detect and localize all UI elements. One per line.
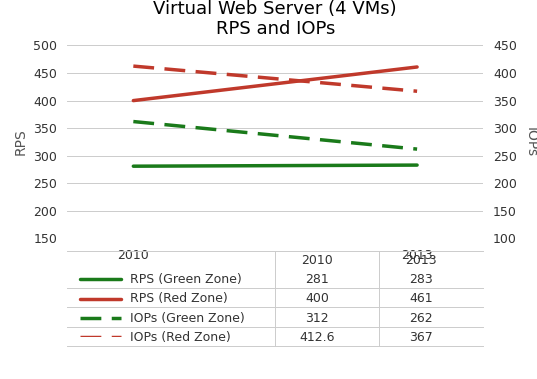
Text: IOPs (Red Zone): IOPs (Red Zone) — [129, 331, 230, 344]
Text: RPS (Green Zone): RPS (Green Zone) — [129, 273, 241, 286]
Text: IOPs (Green Zone): IOPs (Green Zone) — [129, 312, 244, 324]
Text: 2010: 2010 — [301, 254, 333, 267]
Text: 412.6: 412.6 — [299, 331, 335, 344]
Text: 461: 461 — [409, 292, 433, 305]
Y-axis label: RPS: RPS — [14, 128, 28, 155]
Text: 281: 281 — [305, 273, 329, 286]
Text: 283: 283 — [409, 273, 433, 286]
Text: 262: 262 — [409, 312, 433, 324]
Y-axis label: IOPs: IOPs — [524, 127, 537, 157]
Text: 2013: 2013 — [405, 254, 437, 267]
Text: 400: 400 — [305, 292, 329, 305]
Text: 367: 367 — [409, 331, 433, 344]
Title: 2013 vs. 2010
Virtual Web Server (4 VMs)
RPS and IOPs: 2013 vs. 2010 Virtual Web Server (4 VMs)… — [154, 0, 397, 38]
Text: 312: 312 — [305, 312, 329, 324]
Text: RPS (Red Zone): RPS (Red Zone) — [129, 292, 227, 305]
